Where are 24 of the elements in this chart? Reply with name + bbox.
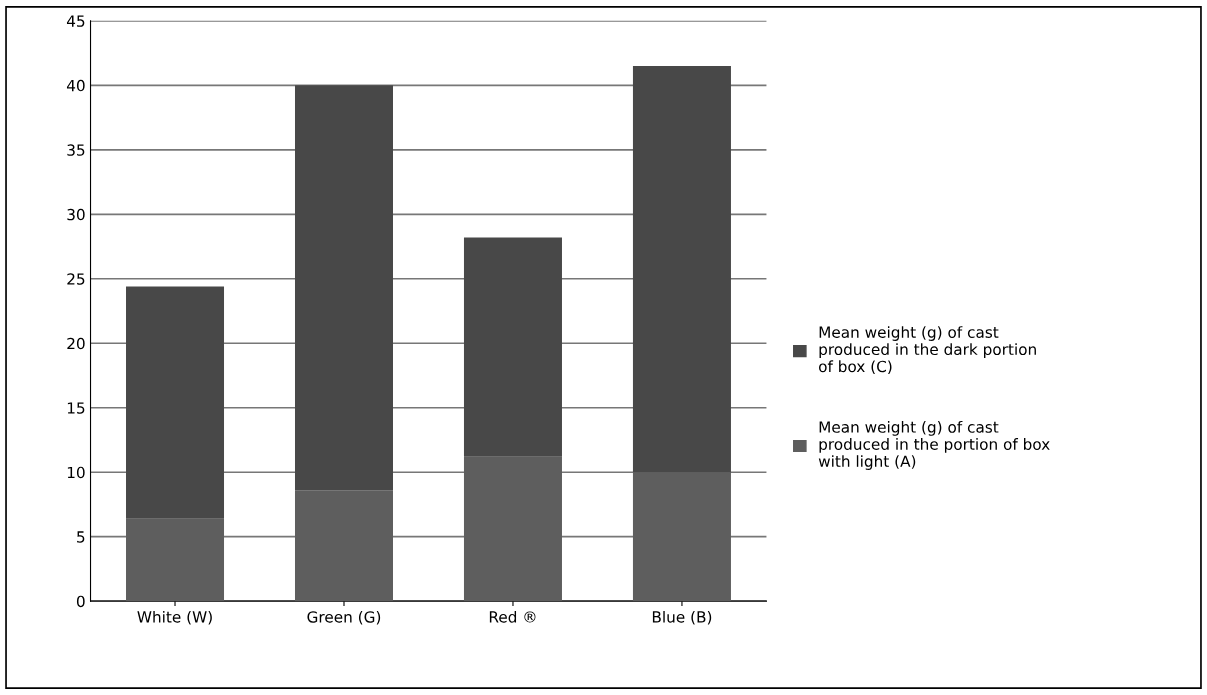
y-tick-label: 35 xyxy=(67,144,85,156)
legend-label: Mean weight (g) of cast produced in the portion of box with light (A) xyxy=(818,420,1050,470)
y-tick-label: 20 xyxy=(67,337,85,350)
y-tick-label: 30 xyxy=(67,208,85,221)
bar xyxy=(294,490,393,602)
x-tick-label: Blue (B) xyxy=(652,610,712,625)
bar xyxy=(463,237,562,457)
y-tick-label: 0 xyxy=(76,595,85,608)
y-tick-label: 15 xyxy=(67,402,85,414)
bar xyxy=(632,65,731,473)
y-tick-label: 10 xyxy=(67,466,85,479)
x-tick-label: Green (G) xyxy=(307,610,381,625)
bar xyxy=(126,286,225,519)
y-tick-label: 45 xyxy=(66,15,85,27)
x-tick-label: White (W) xyxy=(137,610,212,625)
legend-label: Mean weight (g) of cast produced in the dark portion of box (C) xyxy=(819,326,1036,374)
bar xyxy=(463,456,562,602)
bar xyxy=(126,518,225,602)
y-tick-label: 25 xyxy=(67,273,85,285)
y-tick-label: 40 xyxy=(66,79,85,92)
bar xyxy=(632,472,731,602)
x-tick-label: Red ® xyxy=(489,610,536,623)
bar xyxy=(294,85,393,491)
y-tick-label: 5 xyxy=(77,531,85,543)
